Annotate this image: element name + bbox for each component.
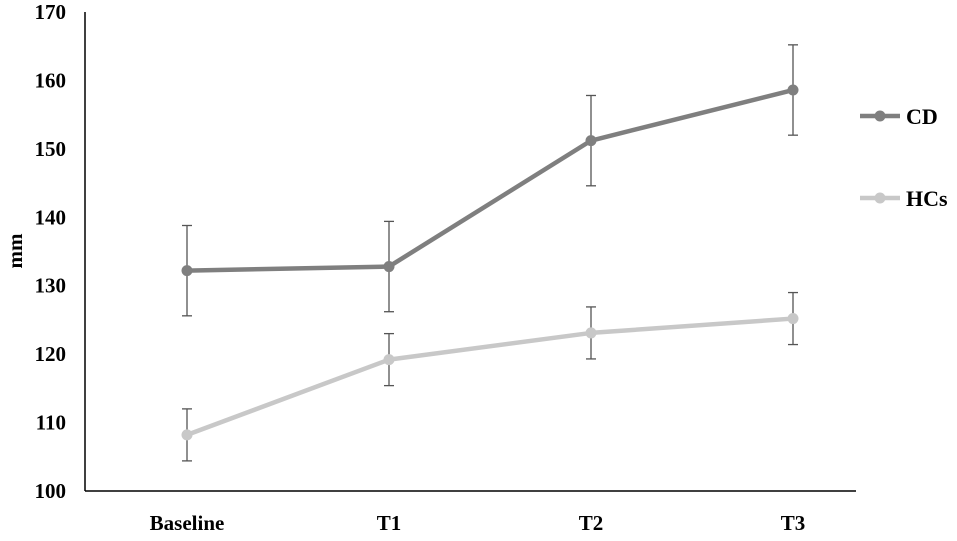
legend-label: HCs <box>906 186 948 211</box>
series-cd <box>181 44 799 317</box>
axes <box>84 12 856 492</box>
data-point <box>383 261 395 273</box>
x-tick-label: T2 <box>579 511 604 535</box>
legend-item-hcs: HCs <box>860 186 948 211</box>
y-tick-label: 110 <box>36 411 66 435</box>
y-tick-labels: 100 110 120 130 140 150 160 170 <box>35 0 67 503</box>
data-point <box>181 429 193 441</box>
x-tick-label: T1 <box>377 511 402 535</box>
data-point <box>181 265 193 277</box>
series-line <box>186 316 794 437</box>
legend-item-cd: CD <box>860 104 938 129</box>
x-tick-labels: Baseline T1 T2 T3 <box>150 511 806 535</box>
y-tick-label: 160 <box>35 68 67 92</box>
data-point <box>787 84 799 96</box>
data-point <box>383 354 395 366</box>
legend: CD HCs <box>860 104 948 211</box>
legend-label: CD <box>906 104 938 129</box>
y-tick-label: 120 <box>35 342 67 366</box>
legend-swatch-marker <box>874 192 886 204</box>
y-axis-title: mm <box>3 233 27 268</box>
data-point <box>585 327 597 339</box>
series-line <box>186 87 794 273</box>
series-hcs <box>181 291 799 462</box>
y-tick-label: 130 <box>35 274 67 298</box>
data-point <box>585 135 597 147</box>
x-tick-label: Baseline <box>150 511 225 535</box>
y-tick-label: 140 <box>35 205 67 229</box>
data-point <box>787 313 799 325</box>
y-tick-label: 170 <box>35 0 67 24</box>
legend-swatch-marker <box>874 110 886 122</box>
y-tick-label: 150 <box>35 137 67 161</box>
series-layer <box>181 44 799 462</box>
y-tick-label: 100 <box>35 479 67 503</box>
x-tick-label: T3 <box>781 511 806 535</box>
